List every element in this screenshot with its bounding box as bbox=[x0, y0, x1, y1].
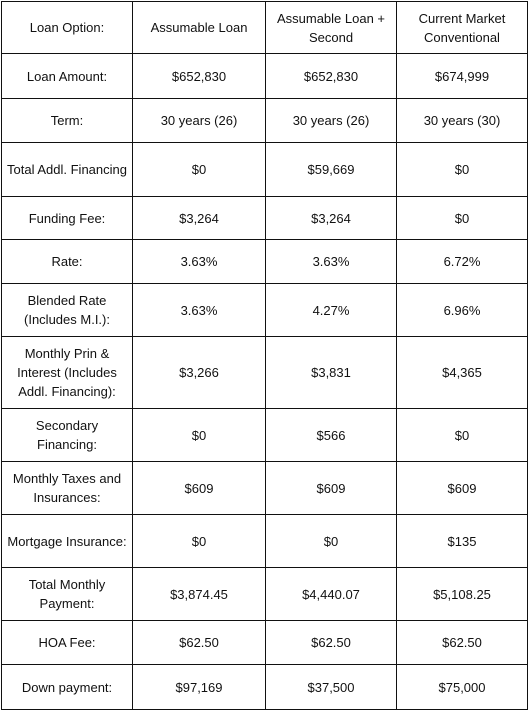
cell-current-market-conventional: 6.72% bbox=[396, 239, 528, 284]
table-row-funding-fee: Funding Fee: $3,264 $3,264 $0 bbox=[1, 196, 528, 240]
row-label: Monthly Prin & Interest (Includes Addl. … bbox=[1, 336, 133, 409]
cell-assumable-loan: $652,830 bbox=[132, 53, 266, 99]
cell-assumable-loan: $609 bbox=[132, 461, 266, 515]
cell-assumable-loan-second: $652,830 bbox=[265, 53, 397, 99]
cell-assumable-loan-second: $3,264 bbox=[265, 196, 397, 240]
cell-current-market-conventional: $5,108.25 bbox=[396, 567, 528, 621]
table-row-total-monthly-payment: Total Monthly Payment: $3,874.45 $4,440.… bbox=[1, 567, 528, 621]
table-row-loan-amount: Loan Amount: $652,830 $652,830 $674,999 bbox=[1, 53, 528, 99]
cell-current-market-conventional: $609 bbox=[396, 461, 528, 515]
cell-assumable-loan-second: $62.50 bbox=[265, 620, 397, 665]
cell-current-market-conventional: 6.96% bbox=[396, 283, 528, 337]
cell-assumable-loan-second: $37,500 bbox=[265, 664, 397, 710]
cell-current-market-conventional: $135 bbox=[396, 514, 528, 568]
cell-current-market-conventional: $62.50 bbox=[396, 620, 528, 665]
cell-assumable-loan-second: 4.27% bbox=[265, 283, 397, 337]
header-assumable-loan: Assumable Loan bbox=[132, 1, 266, 54]
cell-current-market-conventional: $0 bbox=[396, 142, 528, 197]
row-label: Monthly Taxes and Insurances: bbox=[1, 461, 133, 515]
row-label: Rate: bbox=[1, 239, 133, 284]
cell-assumable-loan: 30 years (26) bbox=[132, 98, 266, 143]
cell-assumable-loan: $3,266 bbox=[132, 336, 266, 409]
cell-assumable-loan: 3.63% bbox=[132, 239, 266, 284]
row-label: Mortgage Insurance: bbox=[1, 514, 133, 568]
cell-assumable-loan-second: $0 bbox=[265, 514, 397, 568]
cell-assumable-loan: $3,874.45 bbox=[132, 567, 266, 621]
cell-current-market-conventional: $674,999 bbox=[396, 53, 528, 99]
row-label: Loan Amount: bbox=[1, 53, 133, 99]
cell-assumable-loan: $0 bbox=[132, 142, 266, 197]
cell-assumable-loan-second: 30 years (26) bbox=[265, 98, 397, 143]
row-label: Secondary Financing: bbox=[1, 408, 133, 462]
row-label: Down payment: bbox=[1, 664, 133, 710]
cell-assumable-loan-second: $4,440.07 bbox=[265, 567, 397, 621]
table-row-rate: Rate: 3.63% 3.63% 6.72% bbox=[1, 239, 528, 284]
cell-assumable-loan-second: $59,669 bbox=[265, 142, 397, 197]
cell-assumable-loan: 3.63% bbox=[132, 283, 266, 337]
cell-assumable-loan: $0 bbox=[132, 408, 266, 462]
cell-assumable-loan: $97,169 bbox=[132, 664, 266, 710]
cell-assumable-loan-second: 3.63% bbox=[265, 239, 397, 284]
cell-assumable-loan: $3,264 bbox=[132, 196, 266, 240]
header-current-market-conventional: Current Market Conventional bbox=[396, 1, 528, 54]
table-row-secondary-financing: Secondary Financing: $0 $566 $0 bbox=[1, 408, 528, 462]
cell-current-market-conventional: $0 bbox=[396, 196, 528, 240]
table-row-monthly-taxes: Monthly Taxes and Insurances: $609 $609 … bbox=[1, 461, 528, 515]
table-row-hoa-fee: HOA Fee: $62.50 $62.50 $62.50 bbox=[1, 620, 528, 665]
table-row-total-addl-financing: Total Addl. Financing $0 $59,669 $0 bbox=[1, 142, 528, 197]
cell-current-market-conventional: 30 years (30) bbox=[396, 98, 528, 143]
cell-current-market-conventional: $4,365 bbox=[396, 336, 528, 409]
row-label: Blended Rate (Includes M.I.): bbox=[1, 283, 133, 337]
table-row-blended-rate: Blended Rate (Includes M.I.): 3.63% 4.27… bbox=[1, 283, 528, 337]
header-assumable-loan-second: Assumable Loan + Second bbox=[265, 1, 397, 54]
header-label: Loan Option: bbox=[1, 1, 133, 54]
table-row-term: Term: 30 years (26) 30 years (26) 30 yea… bbox=[1, 98, 528, 143]
cell-assumable-loan: $0 bbox=[132, 514, 266, 568]
cell-assumable-loan-second: $3,831 bbox=[265, 336, 397, 409]
table-row-down-payment: Down payment: $97,169 $37,500 $75,000 bbox=[1, 664, 528, 710]
row-label: Total Addl. Financing bbox=[1, 142, 133, 197]
table-row-mortgage-insurance: Mortgage Insurance: $0 $0 $135 bbox=[1, 514, 528, 568]
row-label: Funding Fee: bbox=[1, 196, 133, 240]
cell-current-market-conventional: $0 bbox=[396, 408, 528, 462]
cell-assumable-loan-second: $609 bbox=[265, 461, 397, 515]
header-row: Loan Option: Assumable Loan Assumable Lo… bbox=[1, 1, 528, 54]
cell-current-market-conventional: $75,000 bbox=[396, 664, 528, 710]
row-label: Total Monthly Payment: bbox=[1, 567, 133, 621]
cell-assumable-loan-second: $566 bbox=[265, 408, 397, 462]
table-row-monthly-prin-interest: Monthly Prin & Interest (Includes Addl. … bbox=[1, 336, 528, 409]
row-label: HOA Fee: bbox=[1, 620, 133, 665]
cell-assumable-loan: $62.50 bbox=[132, 620, 266, 665]
row-label: Term: bbox=[1, 98, 133, 143]
